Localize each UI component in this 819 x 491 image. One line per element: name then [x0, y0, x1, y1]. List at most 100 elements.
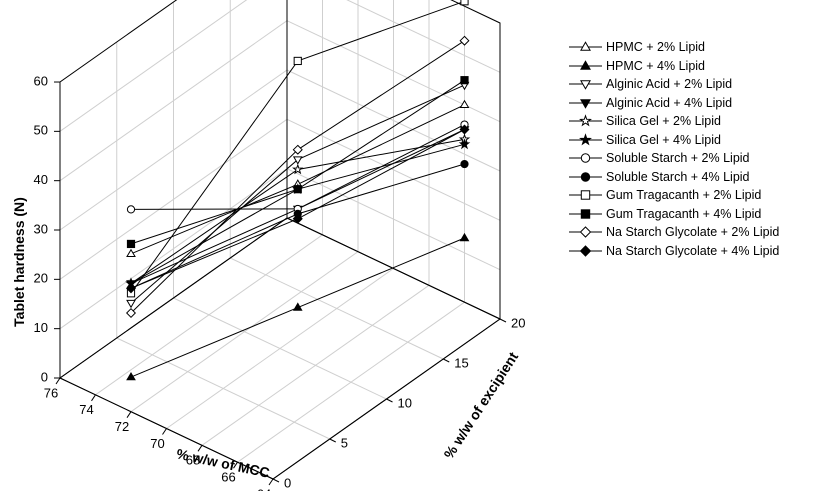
side-wall-gridline	[59, 118, 288, 280]
back-wall-gridline	[346, 0, 501, 73]
axes: 01020304050606466687072747605101520	[34, 73, 526, 491]
y-tick	[499, 318, 507, 323]
legend-symbol	[579, 244, 592, 257]
legend-label: Soluble Starch + 2% Lipid	[606, 151, 750, 165]
legend-marker	[569, 226, 602, 238]
legend-marker	[569, 171, 602, 182]
back-wall-gridline	[286, 69, 501, 172]
legend-marker	[569, 80, 602, 90]
legend-marker	[569, 98, 602, 109]
z-tick-label: 20	[34, 271, 48, 286]
legend-item: Alginic Acid + 2% Lipid	[569, 75, 819, 94]
floor-gridline	[230, 257, 444, 360]
legend-label: Soluble Starch + 4% Lipid	[606, 169, 750, 184]
y-tick-label: 0	[284, 475, 291, 490]
data-point	[458, 138, 471, 150]
legend-label: Silica Gel + 4% Lipid	[606, 132, 721, 147]
y-tick-label: 10	[398, 395, 412, 410]
data-point	[292, 302, 303, 311]
x-tick-label: 72	[115, 419, 129, 434]
x-tick-label: 68	[186, 453, 200, 468]
legend-marker	[569, 132, 602, 145]
x-tick-label: 66	[221, 470, 235, 485]
legend-symbol	[580, 80, 591, 90]
legend-marker	[569, 153, 602, 163]
legend-item: Na Starch Glycolate + 2% Lipid	[569, 223, 819, 242]
x-tick	[197, 445, 203, 452]
legend-symbol	[580, 153, 591, 163]
x-tick	[126, 411, 132, 418]
legend-marker	[569, 114, 602, 127]
y-tick	[329, 438, 336, 443]
z-tick-label: 10	[34, 320, 48, 335]
legend-symbol	[580, 208, 591, 219]
legend-label: Gum Tragacanth + 4% Lipid	[606, 206, 762, 221]
y-tick-label: 15	[454, 355, 468, 370]
legend-item: Gum Tragacanth + 4% Lipid	[569, 205, 819, 224]
z-axis-title: Tablet hardness (N)	[11, 197, 27, 327]
side-wall-gridline	[59, 69, 288, 231]
series-12	[125, 124, 470, 294]
legend-marker	[569, 59, 602, 70]
data-point	[126, 248, 136, 257]
side-wall-gridline	[59, 20, 288, 182]
legend-item: HPMC + 2% Lipid	[569, 38, 819, 57]
data-point	[459, 124, 470, 135]
legend-symbol	[580, 190, 591, 200]
legend-item: Silica Gel + 4% Lipid	[569, 131, 819, 150]
data-point	[126, 372, 136, 381]
back-wall-gridline	[286, 168, 501, 271]
legend-item: Gum Tragacanth + 2% Lipid	[569, 186, 819, 205]
x-tick	[91, 394, 96, 402]
data-series	[125, 0, 471, 381]
legend-label: Gum Tragacanth + 2% Lipid	[606, 188, 762, 202]
legend-label: HPMC + 4% Lipid	[606, 58, 705, 73]
data-point	[125, 307, 137, 319]
x-tick-label: 76	[44, 385, 58, 400]
y-tick	[443, 358, 450, 363]
side-wall-gridline	[59, 0, 248, 132]
legend-label: Na Starch Glycolate + 2% Lipid	[606, 225, 780, 239]
data-point	[460, 159, 469, 169]
data-point	[459, 99, 470, 108]
legend-symbol	[580, 41, 591, 51]
legend-label: HPMC + 2% Lipid	[606, 40, 705, 54]
data-point	[292, 144, 303, 155]
x-tick-label: 64	[257, 486, 271, 491]
data-point	[460, 0, 469, 6]
y-tick-label: 5	[341, 435, 348, 450]
legend-label: Alginic Acid + 4% Lipid	[606, 95, 733, 110]
data-point	[292, 213, 303, 224]
legend-label: Alginic Acid + 2% Lipid	[606, 77, 733, 91]
series-3	[126, 81, 470, 309]
z-tick-label: 60	[34, 73, 48, 88]
legend-item: Alginic Acid + 4% Lipid	[569, 94, 819, 113]
series-11	[125, 35, 470, 319]
floor-gridline	[116, 337, 330, 440]
data-point	[293, 185, 302, 194]
y-tick-label: 20	[511, 315, 525, 330]
data-point	[459, 35, 470, 46]
legend-marker	[569, 190, 602, 200]
legend-symbol	[579, 226, 592, 238]
legend-item: Na Starch Glycolate + 4% Lipid	[569, 242, 819, 261]
series-2	[126, 232, 470, 381]
legend-symbol	[579, 114, 592, 127]
z-tick-label: 40	[34, 172, 48, 187]
legend-item: Soluble Starch + 4% Lipid	[569, 168, 819, 187]
data-point	[460, 76, 469, 85]
legend-symbol	[579, 132, 592, 145]
x-tick	[162, 428, 167, 435]
x-tick-label: 70	[150, 436, 164, 451]
x-tick	[55, 377, 61, 385]
side-wall-gridline	[59, 168, 288, 330]
series-10	[126, 76, 469, 249]
z-tick-label: 50	[34, 123, 48, 138]
y-tick	[386, 398, 393, 403]
legend-label: Silica Gel + 2% Lipid	[606, 114, 721, 128]
legend: HPMC + 2% Lipid HPMC + 4% Lipid Alginic Ac…	[569, 38, 819, 260]
x-tick-label: 74	[79, 402, 93, 417]
z-tick-label: 0	[41, 369, 48, 384]
x-tick	[268, 478, 274, 486]
